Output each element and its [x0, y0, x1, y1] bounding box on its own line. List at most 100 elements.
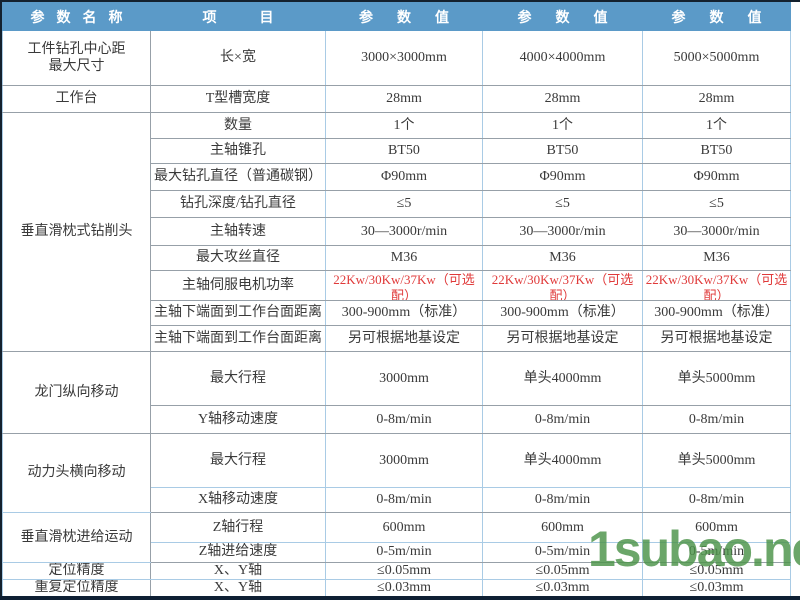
value-cell: 1个	[482, 112, 643, 139]
value-cell: BT50	[482, 138, 643, 164]
table-row: 主轴下端面到工作台面距离 另可根据地基设定 另可根据地基设定 另可根据地基设定	[3, 325, 791, 352]
value-cell: Φ90mm	[642, 163, 791, 191]
row-item-cell: 主轴锥孔	[150, 138, 326, 164]
value-cell: 3000mm	[325, 433, 483, 488]
value-cell: 4000×4000mm	[482, 30, 643, 86]
value-cell: 另可根据地基设定	[482, 325, 643, 352]
table-row: 最大钻孔直径（普通碳钢） Φ90mm Φ90mm Φ90mm	[3, 163, 791, 191]
row-group-cell: 龙门纵向移动	[2, 351, 151, 434]
table-top-border	[0, 0, 800, 2]
value-cell: 30—3000r/min	[642, 217, 791, 246]
row-item-cell: 主轴下端面到工作台面距离	[150, 300, 326, 326]
row-group-cell: 动力头横向移动	[2, 433, 151, 513]
value-cell-highlighted: 22Kw/30Kw/37Kw（可选配）	[642, 270, 791, 301]
row-group-cell: 垂直滑枕式钻削头	[2, 112, 151, 352]
row-group-cell: 工作台	[2, 85, 151, 113]
value-cell: BT50	[642, 138, 791, 164]
value-cell: 300-900mm（标准）	[325, 300, 483, 326]
table-row: 重复定位精度 X、Y轴 ≤0.03mm ≤0.03mm ≤0.03mm	[2, 579, 791, 598]
value-cell: M36	[642, 245, 791, 271]
row-group-cell: 工件钻孔中心距 最大尺寸	[2, 30, 151, 86]
table-row: 动力头横向移动 最大行程 3000mm 单头4000mm 单头5000mm	[2, 433, 791, 513]
value-cell: 5000×5000mm	[642, 30, 791, 86]
row-item-cell: Z轴行程	[150, 512, 326, 543]
value-cell: 另可根据地基设定	[325, 325, 483, 352]
row-item-cell: X、Y轴	[150, 562, 326, 580]
value-cell: 600mm	[325, 512, 483, 543]
value-cell: ≤0.03mm	[482, 579, 643, 598]
value-cell: M36	[325, 245, 483, 271]
value-cell: 600mm	[642, 512, 791, 543]
value-cell: 30—3000r/min	[482, 217, 643, 246]
row-item-cell: X、Y轴	[150, 579, 326, 598]
value-cell-highlighted: 22Kw/30Kw/37Kw（可选配）	[325, 270, 483, 301]
row-item-cell: X轴移动速度	[150, 487, 326, 513]
value-cell: M36	[482, 245, 643, 271]
row-item-cell: 最大攻丝直径	[150, 245, 326, 271]
value-cell: 0-8m/min	[642, 487, 791, 513]
value-cell: Φ90mm	[325, 163, 483, 191]
value-cell: 单头5000mm	[642, 433, 791, 488]
table-row: 工作台 T型槽宽度 28mm 28mm 28mm	[2, 85, 791, 113]
value-cell: ≤0.05mm	[482, 562, 643, 580]
value-cell: 0-8m/min	[642, 405, 791, 434]
value-cell: 28mm	[325, 85, 483, 113]
value-cell: 0-8m/min	[325, 487, 483, 513]
table-row: 工件钻孔中心距 最大尺寸 长×宽 3000×3000mm 4000×4000mm…	[2, 30, 791, 86]
table-row: Y轴移动速度 0-8m/min 0-8m/min 0-8m/min	[3, 405, 791, 434]
header-cell-item: 项目	[150, 2, 326, 31]
value-cell: ≤0.05mm	[325, 562, 483, 580]
value-cell: BT50	[325, 138, 483, 164]
value-cell: 0-8m/min	[325, 405, 483, 434]
value-cell: 0-5m/min	[325, 542, 483, 563]
value-cell: ≤0.03mm	[642, 579, 791, 598]
value-cell: 另可根据地基设定	[642, 325, 791, 352]
table-bottom-border	[0, 596, 800, 600]
value-cell: 0-8m/min	[482, 487, 643, 513]
value-cell: 3000×3000mm	[325, 30, 483, 86]
value-cell: 28mm	[482, 85, 643, 113]
value-cell: 单头4000mm	[482, 433, 643, 488]
value-cell: 单头4000mm	[482, 351, 643, 406]
table-row: 钻孔深度/钻孔直径 ≤5 ≤5 ≤5	[3, 190, 791, 218]
row-item-cell: 钻孔深度/钻孔直径	[150, 190, 326, 218]
value-cell: 0-5m/min	[642, 542, 791, 563]
table-row: Z轴进给速度 0-5m/min 0-5m/min 0-5m/min	[3, 542, 791, 563]
row-item-cell: 主轴伺服电机功率	[150, 270, 326, 301]
value-cell-highlighted: 22Kw/30Kw/37Kw（可选配）	[482, 270, 643, 301]
value-cell: 0-8m/min	[482, 405, 643, 434]
row-item-cell: 数量	[150, 112, 326, 139]
header-cell-value-1: 参数值	[325, 2, 483, 31]
value-cell: ≤0.05mm	[642, 562, 791, 580]
value-cell: 1个	[325, 112, 483, 139]
table-left-border	[0, 0, 2, 600]
row-item-cell: T型槽宽度	[150, 85, 326, 113]
row-item-cell: 最大钻孔直径（普通碳钢）	[150, 163, 326, 191]
table-row: 定位精度 X、Y轴 ≤0.05mm ≤0.05mm ≤0.05mm	[2, 562, 791, 580]
table-row: 龙门纵向移动 最大行程 3000mm 单头4000mm 单头5000mm	[2, 351, 791, 434]
value-cell: ≤0.03mm	[325, 579, 483, 598]
row-item-cell: 长×宽	[150, 30, 326, 86]
value-cell: ≤5	[325, 190, 483, 218]
table-row: X轴移动速度 0-8m/min 0-8m/min 0-8m/min	[3, 487, 791, 513]
row-item-cell: Z轴进给速度	[150, 542, 326, 563]
spec-table: 参数名称 项目 参数值 参数值 参数值 工件钻孔中心距 最大尺寸 长×宽 300…	[2, 2, 791, 598]
table-row: 垂直滑枕进给运动 Z轴行程 600mm 600mm 600mm	[2, 512, 791, 563]
header-cell-value-2: 参数值	[482, 2, 643, 31]
header-cell-param-name: 参数名称	[2, 2, 151, 31]
row-item-cell: 最大行程	[150, 433, 326, 488]
value-cell: 300-900mm（标准）	[482, 300, 643, 326]
table-row: 垂直滑枕式钻削头 数量 1个 1个 1个	[2, 112, 791, 352]
row-group-cell: 定位精度	[2, 562, 151, 580]
value-cell: 单头5000mm	[642, 351, 791, 406]
table-row: 主轴转速 30—3000r/min 30—3000r/min 30—3000r/…	[3, 217, 791, 246]
row-item-cell: 最大行程	[150, 351, 326, 406]
value-cell: 28mm	[642, 85, 791, 113]
value-cell: 0-5m/min	[482, 542, 643, 563]
table-row: 主轴锥孔 BT50 BT50 BT50	[3, 138, 791, 164]
group-label-line1: 工件钻孔中心距	[27, 41, 126, 57]
row-group-cell: 垂直滑枕进给运动	[2, 512, 151, 563]
value-cell: 3000mm	[325, 351, 483, 406]
value-cell: ≤5	[642, 190, 791, 218]
row-item-cell: 主轴下端面到工作台面距离	[150, 325, 326, 352]
